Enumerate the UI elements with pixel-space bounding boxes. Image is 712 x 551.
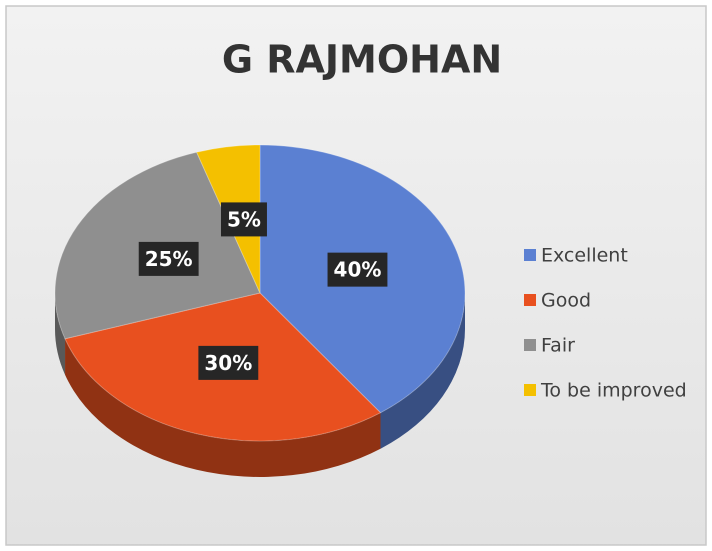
data-label-box [220,202,267,237]
data-label-box [198,345,259,380]
data-label: 25% [145,247,193,271]
chart-title: G RAJMOHAN [222,38,502,82]
pie [54,144,466,478]
data-label: 30% [204,351,252,375]
data-label-box [138,241,199,276]
data-labels: 40% 30% 25% 5% [138,202,388,380]
data-label: 5% [227,207,261,231]
legend: Excellent Good Fair To be improved [524,245,687,402]
legend-swatch [524,384,536,396]
data-label-box [327,252,388,287]
legend-label: To be improved [540,380,687,402]
pie-slice-side [380,293,465,449]
legend-swatch [524,249,536,261]
pie-slice-side [65,338,381,478]
legend-swatch [524,339,536,351]
legend-swatch [524,294,536,306]
legend-label: Good [541,290,591,312]
legend-label: Excellent [541,245,628,267]
legend-label: Fair [541,335,575,357]
data-label: 40% [334,258,382,282]
pie-slice-side [55,293,66,375]
